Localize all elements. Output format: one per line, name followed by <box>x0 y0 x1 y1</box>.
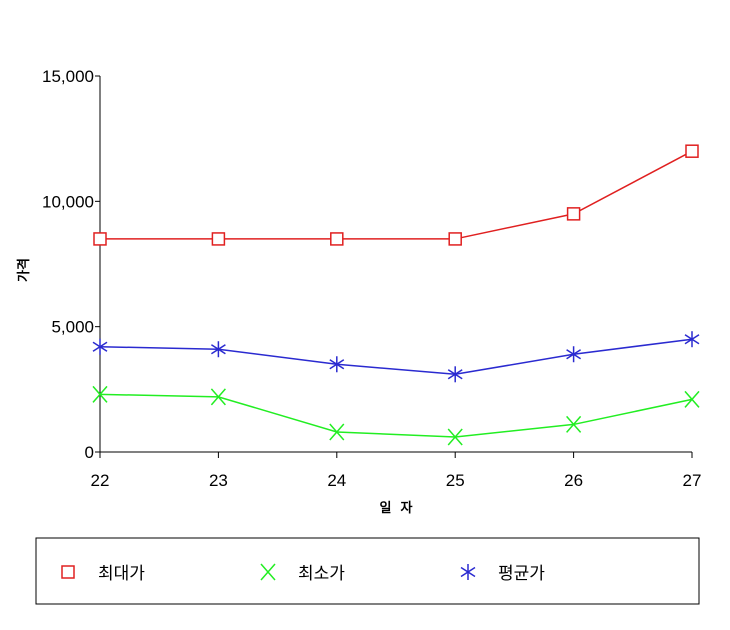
data-point <box>684 390 700 408</box>
y-axis-title: 가격 <box>17 258 32 282</box>
series-2 <box>92 385 700 446</box>
y-tick-label: 15,000 <box>42 67 94 86</box>
x-axis-title: 일 자 <box>380 501 413 516</box>
legend-entry: 최소가 <box>260 563 345 584</box>
data-point <box>566 207 581 221</box>
series-1 <box>93 144 699 246</box>
x-tick-label: 25 <box>446 471 465 490</box>
data-point <box>92 385 108 403</box>
legend-marker-asterisk <box>460 564 476 580</box>
series-layer <box>92 144 700 446</box>
data-point <box>210 341 226 358</box>
legend-items: 최대가 최소가 평균가 <box>61 563 545 584</box>
data-point <box>566 346 582 363</box>
data-point <box>93 232 107 246</box>
legend-label: 평균가 <box>498 564 545 584</box>
data-point <box>210 388 226 406</box>
y-ticks: 0 5,000 10,000 15,000 <box>42 67 100 462</box>
legend-label: 최대가 <box>98 564 145 584</box>
x-tick-label: 26 <box>564 471 583 490</box>
data-point <box>447 428 463 446</box>
data-point <box>330 232 344 246</box>
legend-box <box>35 537 700 605</box>
y-tick-label: 5,000 <box>51 318 94 337</box>
legend-label: 최소가 <box>298 564 345 584</box>
data-point <box>329 423 345 441</box>
data-point <box>211 232 226 246</box>
legend-marker-x <box>260 563 276 581</box>
series-line <box>99 338 693 376</box>
data-point <box>448 232 462 246</box>
x-tick-label: 24 <box>327 471 346 490</box>
series-line <box>100 150 693 240</box>
series-3 <box>92 331 700 383</box>
legend: 최대가 최소가 평균가 <box>35 537 700 605</box>
legend-marker-square <box>61 565 75 579</box>
series-line <box>99 393 693 438</box>
y-tick-label: 0 <box>85 443 94 462</box>
data-point <box>329 356 345 373</box>
y-tick-label: 10,000 <box>42 192 94 211</box>
legend-entry: 최대가 <box>61 564 145 584</box>
x-tick-label: 23 <box>209 471 228 490</box>
x-tick-label: 22 <box>91 471 110 490</box>
data-point <box>684 331 700 348</box>
legend-entry: 평균가 <box>460 564 545 584</box>
data-point <box>447 366 463 383</box>
axes <box>99 76 692 453</box>
data-point <box>566 415 582 433</box>
data-point <box>92 338 108 355</box>
x-ticks: 22 23 24 25 26 27 <box>91 452 702 490</box>
x-tick-label: 27 <box>683 471 702 490</box>
data-point <box>685 144 699 158</box>
